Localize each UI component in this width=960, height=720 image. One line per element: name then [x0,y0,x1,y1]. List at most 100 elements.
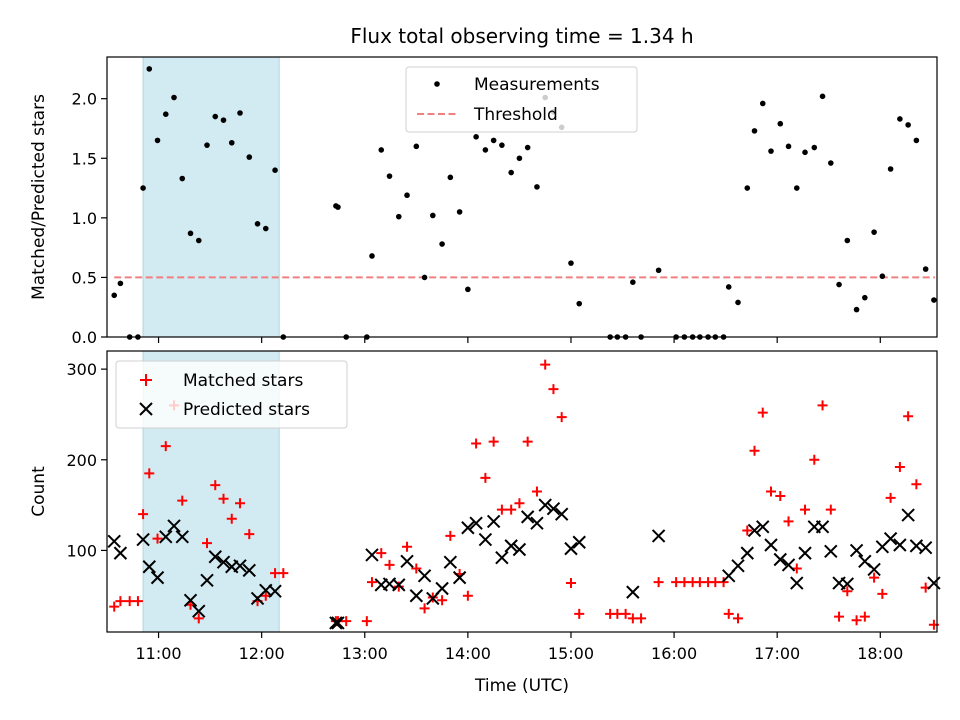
data-point [815,520,830,534]
data-point [218,493,229,504]
data-point [540,359,551,370]
x-axis-label: Time (UTC) [474,676,569,696]
data-point [742,525,753,536]
data-point [242,563,256,578]
data-point [496,504,507,515]
data-point [626,585,640,599]
data-point [335,204,341,210]
data-point [384,559,395,570]
data-point [167,519,181,533]
data-point [439,241,445,247]
data-point [800,504,811,515]
data-point [244,529,255,540]
data-point [531,486,542,497]
data-point [568,260,574,266]
legend-marker-predicted [139,402,153,416]
data-point [154,137,161,144]
data-point [766,486,776,497]
x-tick-label: 17:00 [754,644,800,663]
data-point [411,563,422,574]
x-tick-label: 16:00 [651,644,697,663]
data-point [897,116,903,122]
data-point [773,552,787,567]
data-point [735,299,741,306]
data-point [842,586,853,597]
legend-marker-measurements [434,81,440,87]
data-point [871,229,877,235]
data-point [430,212,436,219]
data-point [524,144,531,151]
data-point [210,480,221,491]
data-point [901,508,915,522]
bottom-axes: 100 200 300 11:00 12:00 13:00 14:00 15:00 16:00 1… [29,350,941,696]
series-predicted-stars [107,498,941,630]
data-point [268,584,282,598]
legend-label: Predicted stars [183,400,310,420]
data-point [490,137,497,144]
data-point [574,608,585,619]
data-point [764,538,778,552]
data-point [216,555,231,569]
data-point [465,286,471,293]
data-point [117,280,124,287]
data-point [228,139,235,146]
data-point [421,274,428,281]
data-point [404,192,410,199]
data-point [747,523,762,538]
data-point [751,128,758,134]
data-point [499,142,505,148]
data-point [757,407,768,418]
data-point [877,588,888,599]
data-point [520,510,535,524]
data-point [851,615,862,626]
data-point [115,596,126,607]
data-point [187,230,194,237]
data-point [179,175,186,182]
data-point [146,66,153,72]
x-tick-label: 11:00 [135,644,181,663]
x-tick-label: 13:00 [342,644,388,663]
data-point [504,539,518,553]
data-point [859,611,870,622]
data-point [393,581,404,592]
data-point [759,100,766,107]
data-point [825,504,836,515]
y-tick-label: 2.0 [72,90,97,109]
data-point [482,147,489,153]
data-point [530,516,544,530]
data-point [183,593,198,607]
data-point [817,400,828,411]
y-tick-label: 1.5 [72,149,97,168]
data-point [478,532,493,547]
data-point [785,143,792,150]
data-point [435,581,449,596]
data-point [506,504,517,515]
data-point [885,492,896,503]
data-point [220,117,227,123]
data-point [840,577,855,591]
data-point [790,576,804,590]
y-tick-label: 0.0 [72,328,97,347]
data-point [630,279,636,285]
data-point [142,560,156,574]
data-point [927,576,941,590]
data-point [564,541,578,556]
data-point [111,292,118,299]
data-point [834,611,845,622]
data-point [113,546,128,560]
data-point [469,516,483,530]
data-point [361,616,372,627]
data-point [140,185,146,191]
legend: Measurements Threshold [405,66,638,133]
data-point [572,535,586,549]
data-point [369,253,375,259]
data-point [409,589,424,603]
data-point [512,542,527,557]
data-point [160,441,171,452]
data-point [824,544,838,559]
data-point [522,436,533,447]
data-point [331,616,345,630]
data-point [202,538,213,549]
data-point [802,149,808,156]
shaded-interval [142,56,280,338]
